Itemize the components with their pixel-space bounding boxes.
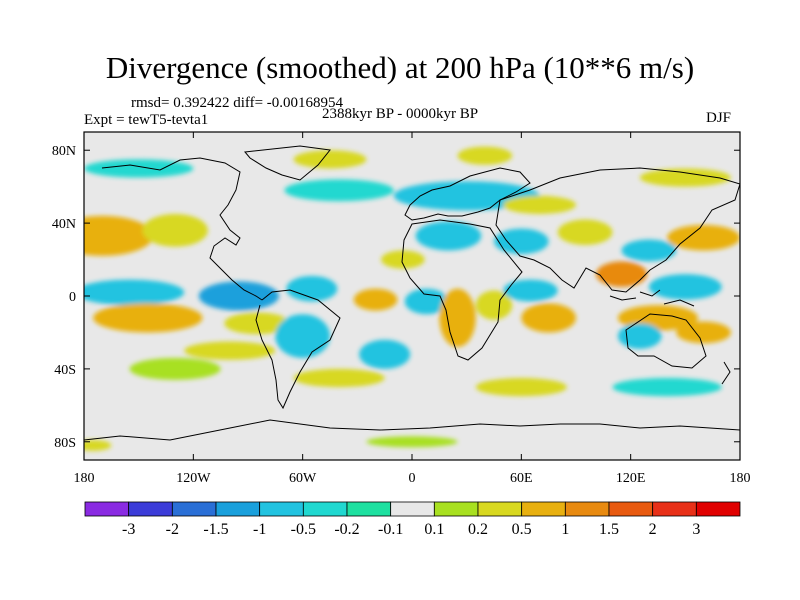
anomaly-region-37 — [293, 368, 385, 388]
anomaly-region-32 — [503, 195, 576, 214]
anomaly-region-9 — [129, 357, 221, 380]
coast-australia — [625, 313, 707, 369]
coast-south-america — [255, 289, 341, 410]
anomaly-region-13 — [381, 250, 425, 269]
y-tick-label: 0 — [69, 290, 76, 305]
colorbar-label: 2 — [649, 521, 657, 538]
colorbar-swatch — [390, 501, 435, 517]
colorbar-label: -1.5 — [203, 521, 228, 538]
colorbar-label: -0.1 — [378, 521, 403, 538]
y-tick-label: 40N — [52, 217, 76, 232]
anomaly-region-7 — [275, 314, 330, 358]
colorbar-label: 1 — [561, 521, 569, 538]
coast-greenland — [244, 145, 331, 181]
y-tick-label: 80S — [54, 436, 76, 451]
anomaly-region-11 — [359, 339, 411, 369]
x-tick-label: 120E — [616, 471, 646, 486]
anomaly-region-1 — [142, 214, 208, 247]
colorbar-label: -1 — [253, 521, 266, 538]
anomaly-region-10 — [353, 288, 398, 311]
colorbar-label: -2 — [166, 521, 179, 538]
x-tick-label: 60E — [510, 471, 533, 486]
colorbar-swatch — [84, 501, 130, 517]
anomaly-region-0 — [84, 215, 154, 256]
x-tick-label: 120W — [176, 471, 211, 486]
season-label: DJF — [706, 110, 732, 126]
anomaly-region-3 — [198, 281, 279, 311]
anomaly-region-21 — [596, 261, 648, 287]
anomaly-region-26 — [617, 323, 662, 349]
anomaly-region-17 — [503, 279, 558, 302]
colorbar-swatch — [477, 501, 523, 517]
colorbar-swatch — [171, 501, 217, 517]
colorbar-swatch — [259, 501, 304, 517]
anomaly-region-38 — [366, 436, 458, 448]
colorbar-swatch — [433, 501, 479, 517]
anomaly-region-22 — [621, 239, 677, 262]
coast-north-america — [101, 157, 263, 301]
anomaly-region-16 — [521, 303, 577, 333]
y-tick-label: 40S — [54, 363, 76, 378]
colorbar-label: 1.5 — [599, 521, 619, 538]
colorbar-label: 0.1 — [424, 521, 444, 538]
anomaly-region-36 — [612, 378, 722, 397]
anomaly-region-5 — [93, 303, 203, 333]
y-tick-label: 80N — [52, 144, 76, 159]
x-tick-label: 60W — [289, 471, 317, 486]
anomaly-region-14 — [439, 288, 476, 348]
anomaly-region-28 — [393, 181, 540, 211]
coast-new-zealand — [721, 361, 731, 385]
chart-title: Divergence (smoothed) at 200 hPa (10**6 … — [105, 50, 695, 85]
period-label: 2388kyr BP - 0000kyr BP — [322, 106, 479, 122]
anomaly-region-31 — [457, 146, 513, 165]
anomaly-region-39 — [84, 439, 112, 451]
experiment-label: Expt = tewT5-tevta1 — [84, 112, 209, 128]
anomaly-region-35 — [475, 378, 567, 397]
colorbar-swatch — [652, 501, 697, 517]
x-tick-label: 0 — [409, 471, 416, 486]
colorbar-swatch — [302, 501, 348, 517]
colorbar-swatch — [346, 501, 392, 517]
coast-europe — [404, 167, 531, 221]
colorbar-label: -3 — [122, 521, 135, 538]
coastlines — [84, 145, 740, 441]
colorbar-label: 3 — [692, 521, 700, 538]
colorbar-swatch — [695, 501, 741, 517]
x-tick-label: 180 — [730, 471, 751, 486]
anomaly-region-30 — [293, 150, 367, 169]
anomaly-region-34 — [639, 168, 731, 187]
colorbar-label: -0.2 — [334, 521, 359, 538]
anomaly-region-24 — [648, 274, 722, 300]
colorbar-label: -0.5 — [291, 521, 316, 538]
anomaly-region-18 — [415, 221, 482, 251]
anomaly-region-33 — [84, 159, 194, 178]
coast-asia — [495, 167, 740, 293]
coast-antarctica — [84, 419, 740, 441]
anomaly-region-2 — [84, 279, 185, 306]
coast-africa — [401, 219, 523, 361]
anomaly-region-12 — [404, 288, 449, 315]
colorbar-label: 0.5 — [512, 521, 532, 538]
colorbar-label: 0.2 — [468, 521, 488, 538]
colorbar-swatch — [128, 501, 173, 517]
x-tick-label: 180 — [74, 471, 95, 486]
anomaly-region-4 — [286, 275, 338, 302]
colorbar-swatch — [521, 501, 566, 517]
coast-maritime-continent — [609, 289, 695, 307]
colorbar-swatch — [608, 501, 654, 517]
anomaly-region-15 — [475, 290, 513, 320]
anomaly-region-8 — [184, 341, 276, 360]
stats-label: rmsd= 0.392422 diff= -0.00168954 — [131, 95, 344, 111]
colorbar-swatch — [215, 501, 261, 517]
anomaly-region-19 — [493, 228, 549, 255]
anomaly-region-20 — [557, 219, 613, 245]
anomaly-region-23 — [667, 224, 740, 251]
anomaly-region-29 — [284, 179, 394, 202]
colorbar-swatch — [564, 501, 610, 517]
anomaly-region-27 — [676, 321, 731, 344]
